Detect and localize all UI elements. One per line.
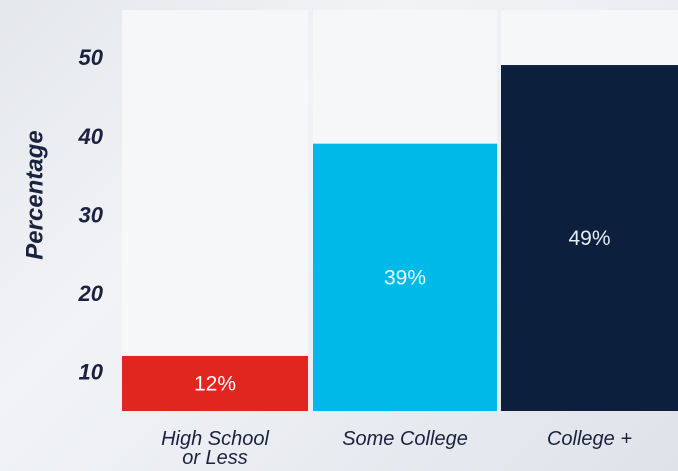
y-axis-label: Percentage: [21, 130, 48, 259]
y-tick-label: 40: [78, 124, 104, 149]
bar-value-label: 49%: [568, 227, 610, 250]
bars-group: [122, 65, 678, 411]
bar: [501, 65, 678, 411]
x-axis-ticks: High School or Less Some College College +: [161, 428, 632, 469]
y-tick-label: 50: [79, 45, 104, 70]
y-tick-label: 10: [79, 360, 104, 385]
x-tick-label: High School or Less: [161, 428, 269, 469]
x-tick-label-line: High School: [161, 428, 269, 450]
bar: [122, 355, 308, 411]
y-axis-ticks: 10 20 30 40 50: [78, 45, 104, 385]
x-tick-label: College +: [547, 428, 632, 450]
bar-value-label: 12%: [194, 372, 236, 395]
background-column: [122, 10, 308, 411]
x-tick-label: Some College: [342, 428, 468, 450]
y-tick-label: 20: [78, 281, 104, 306]
y-tick-label: 30: [79, 202, 104, 227]
bar: [313, 143, 497, 411]
x-tick-label-line: College +: [547, 428, 632, 450]
bar-value-labels: 12% 39% 49%: [194, 227, 611, 395]
x-tick-label-line: Some College: [342, 428, 468, 450]
bar-value-label: 39%: [384, 266, 426, 289]
x-tick-label-line: or Less: [182, 447, 248, 469]
